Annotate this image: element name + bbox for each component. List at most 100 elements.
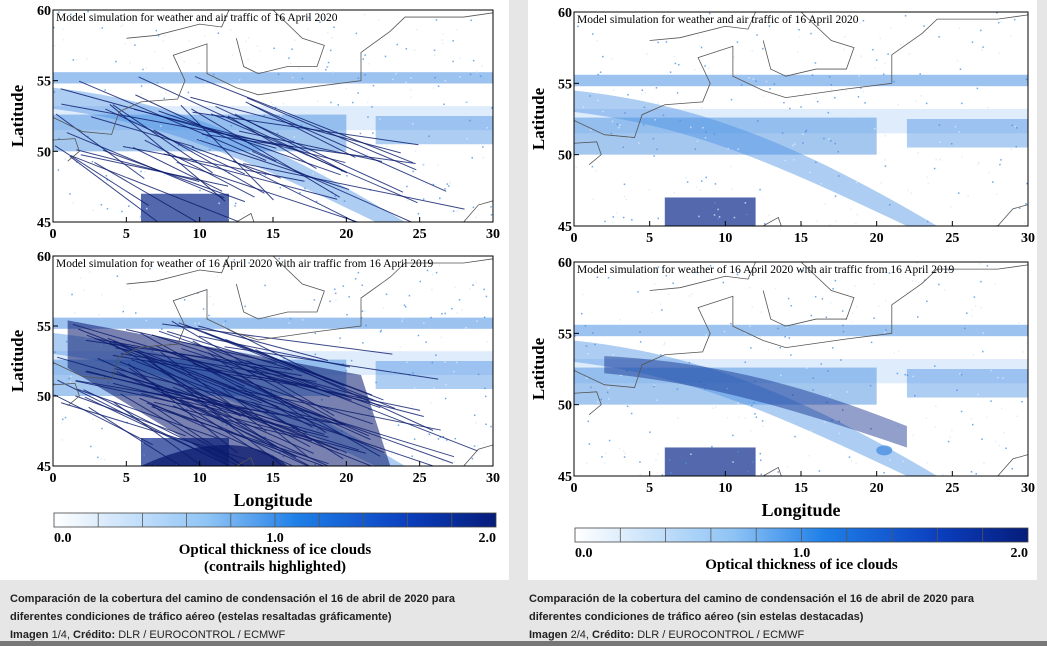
cloud-speckle (372, 132, 374, 134)
cloud-speckle (452, 60, 454, 63)
colorbar-tick-label: 2.0 (1011, 546, 1029, 561)
cloud-speckle (188, 40, 190, 42)
cloud-speckle (490, 214, 493, 216)
cloud-speckle (128, 288, 131, 290)
cloud-speckle (439, 436, 442, 438)
cloud-speckle (900, 44, 902, 46)
cloud-speckle (209, 295, 211, 298)
coastline (762, 12, 855, 77)
cloud-speckle (838, 432, 841, 435)
cloud-speckle (980, 306, 983, 309)
cloud-speckle (640, 93, 643, 95)
cloud-speckle (831, 419, 833, 422)
cloud-speckle (68, 377, 70, 380)
contrail-line (176, 161, 360, 222)
cloud-speckle (359, 289, 362, 291)
y-tick-label: 60 (558, 256, 572, 271)
cloud-speckle (1022, 351, 1024, 353)
cloud-speckle (754, 380, 756, 383)
y-tick-label: 45 (558, 220, 572, 235)
cloud-speckle (688, 361, 691, 364)
cloud-speckle (977, 393, 979, 396)
cloud-speckle (121, 210, 123, 213)
cloud-speckle (384, 442, 387, 445)
cloud-speckle (475, 281, 477, 283)
coastline (53, 382, 80, 407)
bottom-scrollbar[interactable] (0, 641, 1047, 646)
cloud-speckle (622, 216, 625, 219)
contrail-line (133, 108, 346, 164)
cloud-speckle (248, 262, 250, 264)
cloud-speckle (860, 87, 862, 89)
cloud-speckle (751, 404, 753, 407)
x-tick-label: 30 (1021, 481, 1035, 496)
coastline (235, 10, 325, 75)
cloud-speckle (980, 280, 982, 283)
cloud-speckle (258, 50, 261, 53)
cloud-speckle (411, 358, 414, 361)
cloud-speckle (630, 412, 633, 415)
cloud-speckle (990, 400, 992, 402)
cloud-speckle (639, 473, 641, 476)
cloud-speckle (69, 193, 71, 195)
cloud-speckle (208, 148, 211, 151)
cloud-speckle (815, 276, 817, 279)
y-tick-label: 50 (558, 149, 572, 164)
cloud-speckle (911, 280, 914, 282)
cloud-speckle (456, 210, 459, 212)
coastline (762, 466, 782, 476)
cloud-speckle (483, 288, 485, 291)
coastline (997, 204, 1028, 226)
cloud-speckle (144, 171, 146, 174)
cloud-speckle (705, 176, 707, 179)
cloud-speckle (779, 374, 782, 377)
cloud-speckle (379, 118, 381, 120)
cloud-speckle (426, 459, 428, 461)
cloud-speckle (437, 164, 439, 167)
cloud-speckle (745, 268, 747, 270)
cloud-speckle (444, 312, 446, 315)
cloud-speckle (575, 166, 578, 168)
cloud-speckle (386, 145, 388, 147)
cloud-speckle (443, 103, 445, 106)
cloud-speckle (359, 132, 362, 135)
cloud-speckle (976, 87, 979, 90)
cloud-speckle (826, 110, 829, 113)
cloud-speckle (329, 300, 331, 303)
cloud-speckle (870, 341, 873, 344)
cloud-speckle (473, 105, 475, 108)
cloud-speckle (994, 283, 997, 285)
colorbar-tick-label: 1.0 (266, 531, 284, 546)
cloud-speckle (755, 416, 758, 418)
cloud-speckle (949, 436, 952, 439)
colorbar-tick-label: 2.0 (479, 531, 497, 546)
cloud-speckle (947, 440, 950, 443)
cloud-band (53, 114, 347, 152)
cloud-speckle (86, 166, 89, 168)
contrail-line (60, 402, 249, 461)
cloud-speckle (103, 458, 106, 461)
cloud-speckle (805, 129, 808, 132)
cloud-speckle (128, 205, 130, 207)
cloud-speckle (299, 191, 301, 194)
cloud-speckle (973, 296, 976, 298)
cloud-speckle (582, 106, 585, 108)
cloud-speckle (301, 319, 304, 321)
cloud-speckle (322, 174, 325, 176)
cloud-speckle (402, 317, 404, 319)
cloud-speckle (151, 177, 153, 180)
cloud-speckle (142, 68, 144, 71)
cloud-speckle (750, 347, 752, 349)
cloud-speckle (759, 188, 761, 191)
cloud-speckle (653, 384, 656, 386)
cloud-speckle (974, 305, 977, 307)
map-content (53, 256, 493, 466)
cloud-speckle (879, 37, 882, 40)
y-axis-label: Latitude (8, 329, 27, 392)
caption-right: Comparación de la cobertura del camino d… (529, 590, 1029, 644)
cloud-speckle (92, 209, 94, 212)
coastline (574, 14, 1028, 138)
cloud-speckle (996, 12, 998, 14)
cloud-speckle (461, 309, 463, 311)
caption-text: Comparación de la cobertura del camino d… (10, 593, 456, 623)
